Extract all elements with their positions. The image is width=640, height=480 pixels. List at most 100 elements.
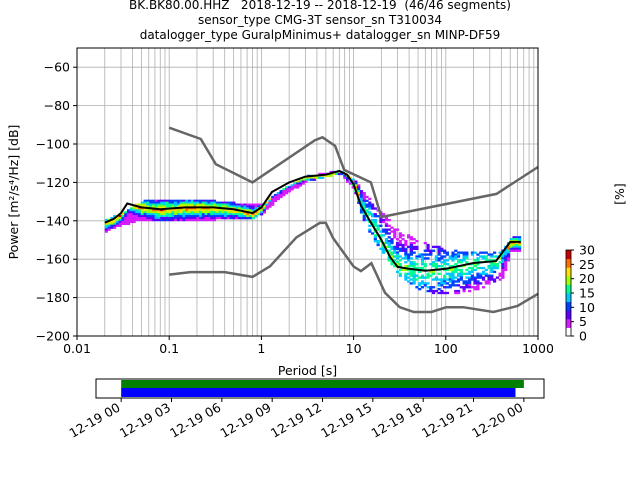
density-cell [459,270,463,274]
density-cell [409,257,413,260]
density-cell [237,211,242,214]
density-cell [462,280,466,283]
density-cell [221,209,225,212]
density-cell [487,282,491,285]
density-cell [440,284,444,287]
density-cell [149,211,153,214]
density-cell [190,215,194,218]
density-cell [351,186,355,189]
density-cell [151,211,156,214]
density-cell [401,257,405,260]
density-cell [104,228,108,231]
density-cell [423,284,427,287]
density-cell [420,276,425,279]
density-cell [498,251,502,254]
density-cell [412,280,416,283]
density-cell [362,201,366,204]
density-cell [443,286,447,289]
density-cell [462,255,466,258]
density-cell [115,218,120,222]
density-cell [448,278,452,281]
colorbar-segment [566,318,571,322]
density-cell [229,213,233,216]
density-cell [196,218,200,222]
density-cell [240,203,244,206]
density-cell [404,255,408,258]
density-cell [207,211,211,214]
density-cell [318,176,322,179]
density-cell [121,213,125,216]
density-cell [135,213,139,216]
density-cell [210,215,214,218]
density-cell [517,236,522,239]
density-cell [351,180,355,183]
density-cell [201,201,205,204]
density-cell [473,286,477,289]
density-cell [434,255,438,258]
density-cell [395,270,400,274]
density-cell [517,245,522,249]
density-cell [162,203,167,206]
density-cell [395,247,400,250]
density-cell [362,207,366,210]
density-cell [140,209,144,212]
density-cell [470,253,475,256]
density-cell [135,216,139,220]
density-cell [182,201,186,204]
density-cell [395,243,400,247]
density-cell [456,280,461,283]
density-cell [135,203,139,206]
density-cell [154,199,158,202]
density-cell [412,266,416,270]
density-cell [199,201,203,204]
density-cell [149,205,153,208]
density-cell [390,241,394,245]
density-cell [409,247,413,250]
density-cell [382,220,386,224]
density-cell [210,203,214,206]
density-cell [251,213,255,216]
density-cell [168,199,172,202]
density-cell [196,203,200,206]
density-cell [254,211,258,214]
density-cell [454,257,458,260]
density-cell [420,257,425,260]
density-cell [481,270,486,274]
density-cell [104,230,108,233]
density-cell [479,272,483,275]
density-cell [246,203,250,206]
density-cell [387,232,391,235]
density-cell [462,264,466,268]
density-cell [254,213,258,216]
density-cell [357,193,361,197]
density-cell [129,213,133,216]
density-cell [373,213,377,216]
density-cell [390,245,394,249]
density-cell [470,276,475,279]
density-cell [304,180,308,183]
density-cell [401,245,405,249]
density-cell [149,213,153,216]
density-cell [157,199,161,202]
density-cell [199,209,203,212]
density-cell [190,218,194,222]
density-cell [132,215,136,218]
density-cell [218,201,222,204]
density-cell [329,170,333,174]
density-cell [235,216,239,220]
density-cell [448,264,452,268]
density-cell [409,241,413,245]
density-cell [357,186,361,189]
x-tick-label: 10 [346,341,362,356]
density-cell [207,216,211,220]
density-cell [443,249,447,252]
density-cell [476,259,480,262]
density-cell [418,270,422,274]
density-cell [232,209,236,212]
plot-area [77,48,538,336]
density-cell [357,192,361,195]
density-cell [404,276,408,279]
density-cell [143,205,147,208]
density-cell [443,261,447,264]
density-cell [454,276,458,279]
